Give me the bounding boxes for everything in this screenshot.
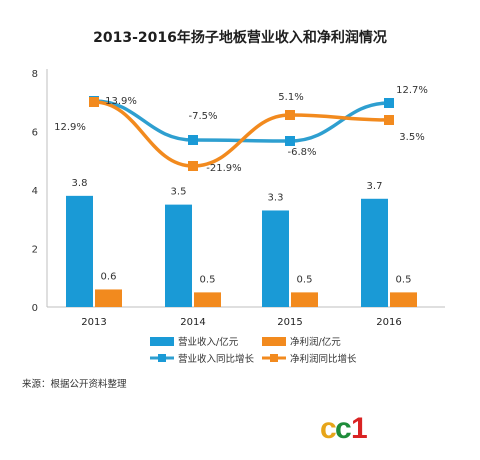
legend-swatch bbox=[262, 337, 286, 346]
legend-label: 营业收入同比增长 bbox=[178, 353, 255, 365]
legend-swatch bbox=[150, 337, 174, 346]
y-tick-label: 6 bbox=[32, 128, 38, 139]
chart-title: 2013-2016年扬子地板营业收入和净利润情况 bbox=[93, 30, 387, 46]
growth-label: 5.1% bbox=[278, 92, 303, 103]
growth-label: 12.9% bbox=[54, 122, 86, 133]
x-tick-label: 2014 bbox=[180, 317, 205, 328]
bar-value-label: 0.6 bbox=[101, 271, 117, 282]
bar bbox=[165, 204, 192, 307]
bar-value-label: 3.7 bbox=[367, 181, 383, 192]
bar bbox=[262, 210, 289, 307]
axes: 0 2 4 6 8 2013 2014 2015 2016 bbox=[32, 69, 445, 328]
bar bbox=[361, 198, 388, 307]
y-tick-label: 8 bbox=[32, 69, 38, 80]
line-marker bbox=[188, 135, 198, 145]
legend-label: 营业收入/亿元 bbox=[178, 336, 239, 348]
bar-value-label: 3.3 bbox=[268, 192, 284, 203]
watermark-logo: c c 1 bbox=[320, 412, 368, 444]
line-marker bbox=[89, 97, 99, 107]
bars bbox=[66, 195, 417, 307]
line-marker bbox=[285, 110, 295, 120]
growth-line bbox=[92, 100, 391, 168]
growth-label: 3.5% bbox=[399, 132, 424, 143]
svg-text:1: 1 bbox=[351, 412, 368, 444]
bar-value-label: 3.5 bbox=[171, 187, 187, 198]
line-marker bbox=[188, 161, 198, 171]
svg-text:c: c bbox=[335, 412, 352, 444]
y-tick-label: 4 bbox=[32, 186, 38, 197]
growth-label: -21.9% bbox=[206, 163, 241, 174]
growth-label: 12.7% bbox=[396, 85, 428, 96]
legend-marker bbox=[158, 354, 166, 362]
growth-label: -7.5% bbox=[188, 111, 217, 122]
bar-value-label: 0.5 bbox=[396, 274, 412, 285]
bar-value-label: 3.8 bbox=[72, 178, 88, 189]
y-tick-label: 2 bbox=[32, 245, 38, 256]
growth-label: -6.8% bbox=[287, 147, 316, 158]
line-marker bbox=[384, 98, 394, 108]
svg-text:c: c bbox=[320, 412, 337, 444]
data-labels: 3.8 3.5 3.3 3.7 0.6 0.5 0.5 0.5 13.9% -7.5% -6.8% 1… bbox=[54, 85, 428, 285]
legend-label: 净利润/亿元 bbox=[290, 336, 341, 348]
line-marker bbox=[285, 136, 295, 146]
x-tick-label: 2013 bbox=[81, 317, 106, 328]
y-tick-label: 0 bbox=[32, 303, 38, 314]
x-tick-label: 2015 bbox=[277, 317, 302, 328]
bar-value-label: 0.5 bbox=[200, 274, 216, 285]
bar bbox=[66, 195, 93, 307]
bar-value-label: 0.5 bbox=[297, 274, 313, 285]
bar bbox=[194, 292, 221, 307]
source-note: 来源：根据公开资料整理 bbox=[22, 379, 127, 390]
growth-lines bbox=[89, 96, 394, 171]
x-tick-label: 2016 bbox=[376, 317, 401, 328]
legend-label: 净利润同比增长 bbox=[290, 353, 357, 365]
bar bbox=[390, 292, 417, 307]
line-marker bbox=[384, 115, 394, 125]
bar bbox=[291, 292, 318, 307]
bar bbox=[95, 289, 122, 307]
growth-label: 13.9% bbox=[105, 96, 137, 107]
growth-line bbox=[92, 99, 391, 143]
legend-marker bbox=[270, 354, 278, 362]
